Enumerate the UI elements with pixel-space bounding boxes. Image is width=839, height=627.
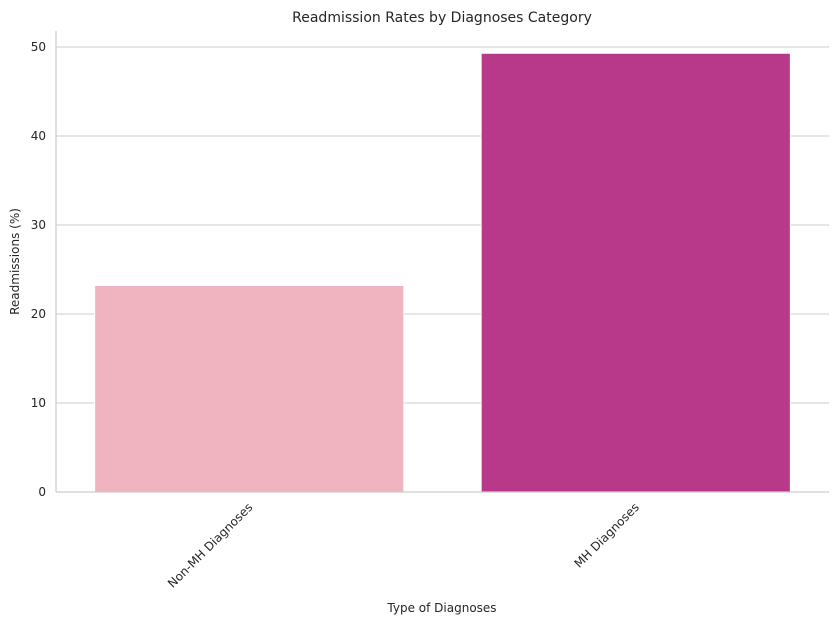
x-tick-label: Non-MH Diagnoses bbox=[165, 500, 255, 590]
y-tick-label: 40 bbox=[31, 129, 46, 143]
y-tick-label: 20 bbox=[31, 307, 46, 321]
y-tick-label: 10 bbox=[31, 396, 46, 410]
bar-mh-diagnoses bbox=[480, 52, 791, 493]
chart-title: Readmission Rates by Diagnoses Category bbox=[292, 10, 592, 26]
x-tick-label: MH Diagnoses bbox=[571, 500, 641, 570]
bar-non-mh-diagnoses bbox=[94, 285, 405, 493]
y-tick-label: 30 bbox=[31, 218, 46, 232]
y-tick-label: 0 bbox=[38, 485, 46, 499]
x-tick-labels: Non-MH Diagnoses MH Diagnoses bbox=[165, 500, 642, 590]
y-axis-label: Readmissions (%) bbox=[8, 208, 22, 315]
bars bbox=[94, 52, 791, 493]
y-tick-labels: 0 10 20 30 40 50 bbox=[31, 40, 46, 499]
y-tick-label: 50 bbox=[31, 40, 46, 54]
x-axis-label: Type of Diagnoses bbox=[386, 601, 496, 615]
